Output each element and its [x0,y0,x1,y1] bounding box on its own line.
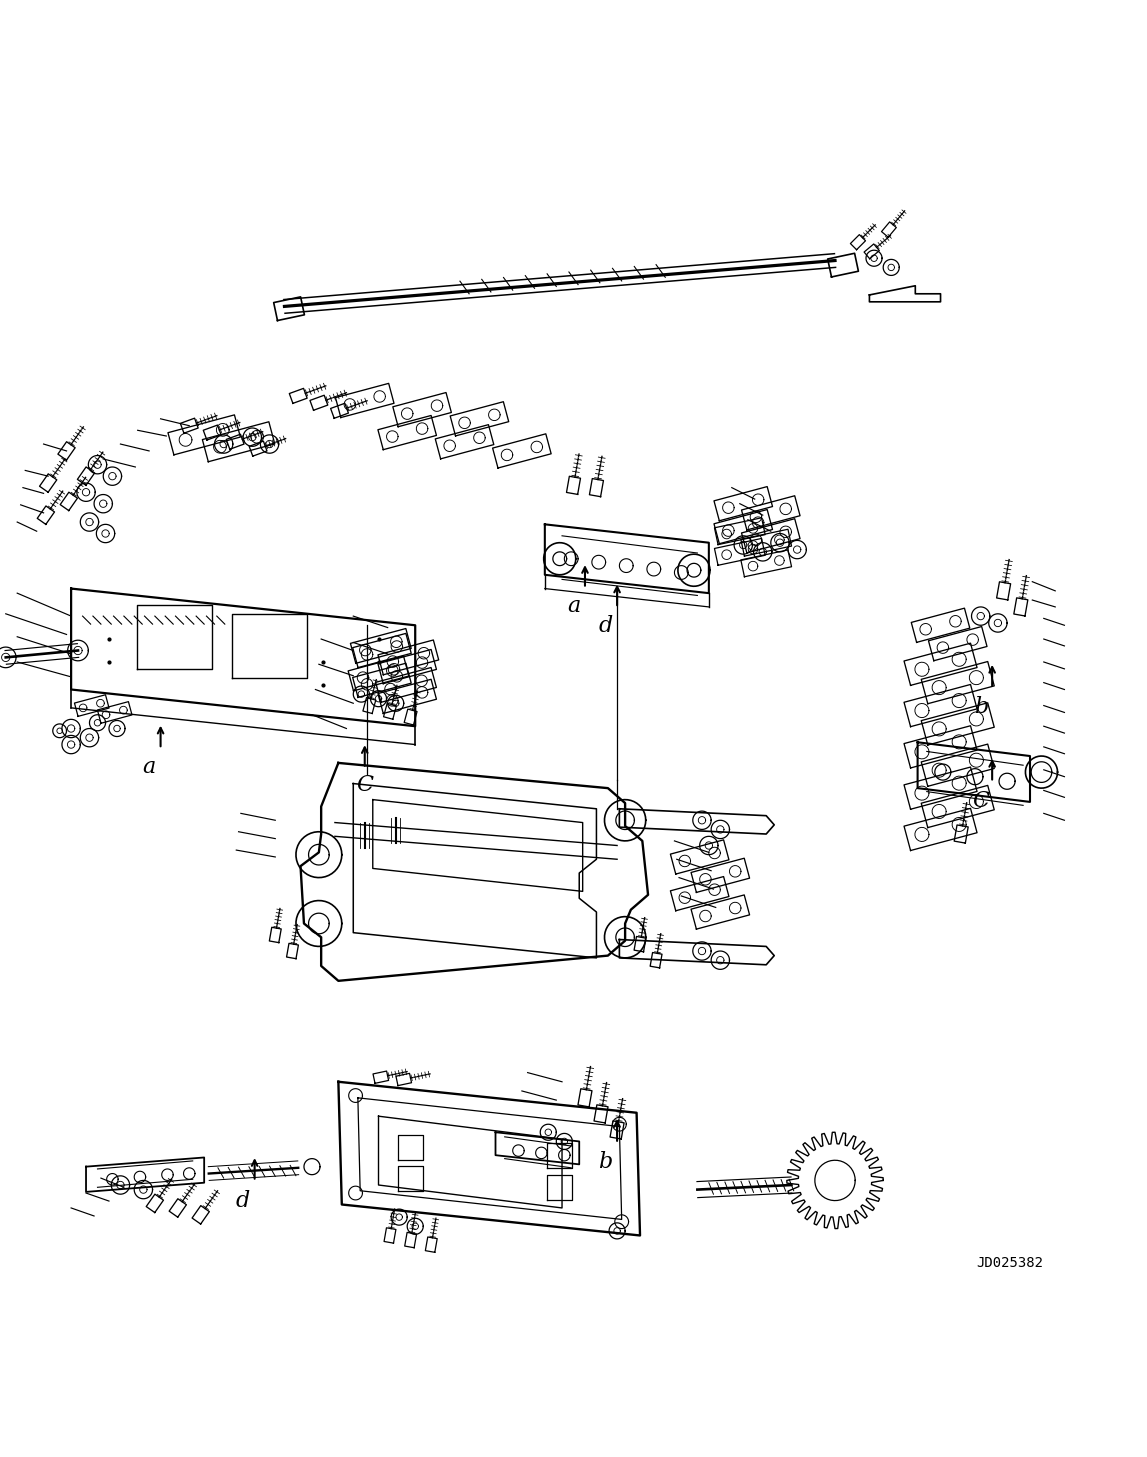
Text: JD025382: JD025382 [976,1256,1043,1271]
Text: C: C [357,774,373,797]
Text: b: b [974,696,988,718]
Text: C: C [973,791,989,813]
Text: a: a [567,596,580,618]
Text: b: b [599,1151,612,1173]
Text: d: d [599,615,612,637]
Text: a: a [142,756,156,778]
Text: d: d [236,1189,250,1212]
